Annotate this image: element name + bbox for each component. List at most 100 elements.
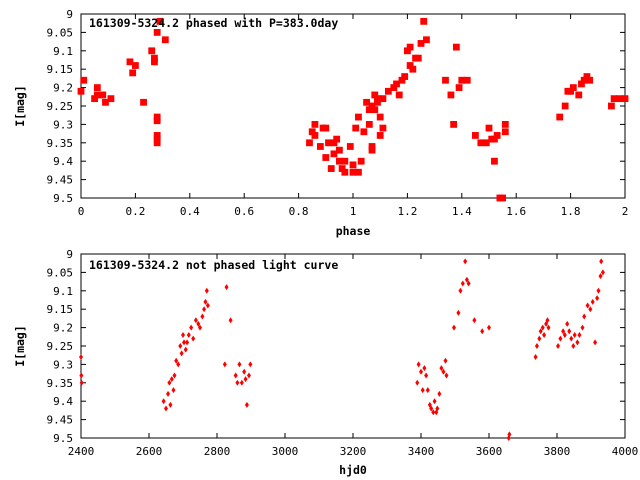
unphased-data-point — [441, 368, 446, 375]
unphased-data-point — [79, 372, 84, 379]
phased-data-point — [365, 121, 373, 128]
unphased-data-point — [596, 287, 601, 294]
unphased-data-point — [182, 339, 187, 346]
phased-data-point — [322, 124, 330, 132]
unphased-data-point — [537, 335, 542, 342]
unphased-data-point — [161, 398, 166, 405]
phased-data-point — [608, 102, 615, 110]
phased-data-point — [450, 121, 458, 128]
unphased-data-point — [598, 273, 603, 280]
unphased-light-curve-panel: 2400 2600 2800 3000 3200 3400 3600 3800 4000 9 9.0… — [13, 248, 638, 477]
unphased-data-point — [172, 372, 177, 379]
unphased-data-point — [599, 258, 604, 265]
unphased-x-tick-label: 2800 — [204, 445, 231, 458]
unphased-y-tick-label: 9.3 — [53, 358, 73, 371]
phased-data-point — [316, 143, 324, 150]
phased-data-point — [153, 117, 161, 125]
unphased-data-point — [237, 361, 242, 368]
unphased-y-tick-label: 9.15 — [47, 303, 74, 316]
phased-x-tick-label: 2 — [622, 205, 629, 218]
unphased-data-point — [246, 372, 251, 379]
phased-data-point — [485, 124, 493, 132]
phased-data-point — [306, 139, 313, 147]
unphased-y-tick-label: 9.45 — [47, 414, 74, 427]
phased-data-point — [420, 17, 428, 25]
unphased-data-point — [203, 298, 208, 305]
phased-data-point — [357, 157, 365, 165]
unphased-data-point — [439, 365, 444, 372]
phased-data-point — [161, 36, 169, 44]
phased-data-point — [499, 194, 507, 202]
phased-data-point — [368, 146, 376, 154]
unphased-data-point — [538, 328, 543, 335]
unphased-data-point — [222, 361, 227, 368]
phased-data-point — [417, 40, 425, 47]
phased-x-tick-label: 0.4 — [180, 205, 200, 218]
unphased-data-point — [546, 324, 551, 331]
unphased-x-tick-label: 3000 — [272, 445, 299, 458]
unphased-data-point — [243, 376, 248, 383]
phased-data-point — [330, 150, 338, 158]
unphased-y-tick-label: 9 — [66, 248, 73, 261]
unphased-data-point — [437, 390, 442, 397]
phased-data-point — [471, 132, 479, 139]
phased-x-tick-label: 1 — [350, 205, 357, 218]
phased-data-point — [575, 91, 583, 99]
phased-data-point — [442, 76, 449, 84]
phased-y-tick-label: 9.25 — [47, 100, 74, 113]
phased-data-point — [341, 168, 349, 176]
phased-data-point — [376, 113, 384, 121]
phased-y-tick-label: 9.45 — [47, 174, 74, 187]
unphased-y-tick-label: 9.1 — [53, 285, 73, 298]
unphased-data-point — [169, 376, 174, 383]
phased-data-point — [153, 135, 161, 143]
unphased-data-point — [572, 331, 577, 338]
phased-data-point — [156, 17, 164, 25]
phased-data-point — [77, 87, 85, 95]
unphased-data-point — [507, 431, 512, 438]
unphased-x-tick-label: 2600 — [136, 445, 163, 458]
unphased-data-point — [224, 284, 229, 291]
unphased-data-point — [233, 372, 238, 379]
unphased-x-axis-label: hjd0 — [339, 463, 367, 477]
phased-data-point — [384, 87, 392, 95]
phased-x-tick-label: 1.8 — [561, 205, 581, 218]
phased-y-tick-label: 9.2 — [53, 82, 73, 95]
phased-x-tick-label: 0 — [78, 205, 85, 218]
unphased-data-point — [183, 346, 188, 353]
unphased-y-tick-label: 9.5 — [53, 432, 73, 445]
unphased-data-point — [444, 372, 449, 379]
phased-data-point — [491, 157, 498, 165]
unphased-data-point — [472, 317, 477, 324]
unphased-data-point — [460, 280, 465, 287]
unphased-x-tick-label: 4000 — [612, 445, 639, 458]
unphased-data-point — [416, 361, 421, 368]
phased-data-point — [452, 43, 460, 51]
unphased-plot-area: 2400 2600 2800 3000 3200 3400 3600 3800 4000 9 9.0… — [47, 248, 639, 458]
unphased-data-point — [419, 368, 423, 375]
phased-data-point — [355, 113, 362, 121]
phased-data-point — [140, 98, 147, 106]
phased-data-point — [341, 157, 349, 165]
phased-data-point — [401, 73, 409, 80]
unphased-data-point — [179, 350, 184, 357]
phased-data-point — [569, 84, 577, 91]
unphased-data-point — [567, 328, 572, 335]
phased-data-point — [107, 95, 115, 103]
phased-data-point — [131, 62, 139, 69]
unphased-data-point — [239, 379, 244, 386]
unphased-data-point — [556, 343, 561, 349]
unphased-data-point — [466, 280, 471, 287]
phased-data-point — [327, 165, 335, 172]
phased-y-tick-label: 9.35 — [47, 137, 74, 150]
unphased-data-point — [166, 390, 171, 397]
phased-data-point — [423, 36, 430, 44]
unphased-data-point — [185, 339, 190, 346]
unphased-data-point — [558, 335, 563, 342]
phased-data-point — [322, 154, 330, 161]
unphased-data-point — [561, 328, 566, 335]
phased-data-point — [376, 132, 384, 139]
unphased-data-point — [431, 409, 436, 416]
